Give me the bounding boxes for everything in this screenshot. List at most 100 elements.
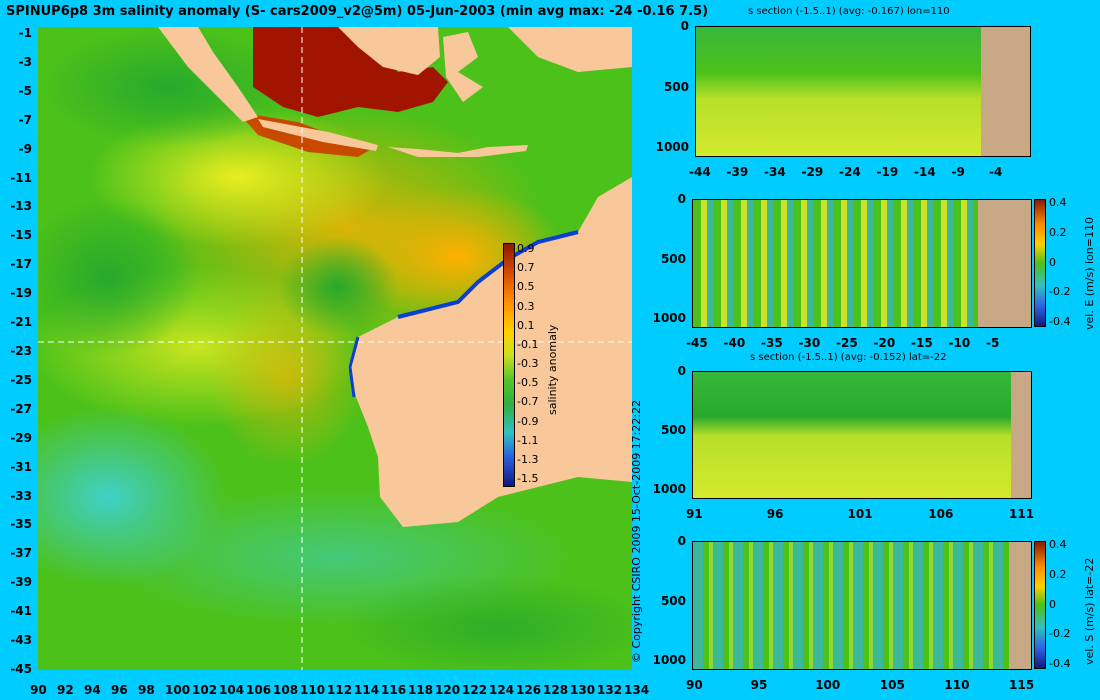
velocity-colorbar-tick: 0.2	[1049, 225, 1067, 239]
map-x-tick-label: 116	[381, 683, 407, 697]
velocity-colorbar-tick: 0	[1049, 597, 1056, 611]
section-panel-lon110-salinity[interactable]	[695, 26, 1031, 157]
map-x-tick-label: 120	[435, 683, 461, 697]
velS-colorbar	[1034, 541, 1046, 669]
panel-x-tick-label: -35	[761, 336, 783, 350]
map-y-tick-label: -7	[18, 112, 32, 127]
map-x-tick-label: 96	[111, 683, 128, 697]
map-y-tick-label: -41	[10, 604, 32, 619]
map-colorbar-tick: -1.1	[517, 433, 539, 447]
panel-y-tick-label: 1000	[652, 311, 686, 325]
panel-3-title: s section (-1.5..1) (avg: -0.152) lat=-2…	[750, 352, 947, 363]
panel-x-tick-label: -4	[989, 165, 1003, 179]
map-y-tick-label: -43	[10, 633, 32, 648]
velE-colorbar	[1034, 199, 1046, 327]
panel-x-tick-label: -40	[723, 336, 746, 350]
panel-x-tick-label: -29	[801, 165, 824, 179]
map-canvas	[38, 27, 632, 670]
panel-x-tick-label: 100	[815, 678, 841, 692]
map-x-tick-label: 130	[570, 683, 596, 697]
section-panel-lat22-salinity[interactable]	[692, 371, 1032, 499]
panel-x-tick-label: -45	[686, 336, 708, 350]
map-colorbar-tick: -0.7	[517, 395, 539, 409]
map-y-tick-label: -5	[18, 83, 32, 98]
panel-y-tick-label: 1000	[655, 140, 689, 154]
salinity-section-field	[696, 27, 981, 156]
map-y-tick-label: -1	[18, 26, 32, 40]
panel-x-tick-label: -10	[948, 336, 971, 350]
panel-x-tick-label: 101	[847, 507, 873, 521]
panel-x-tick-label: 96	[766, 507, 784, 521]
map-x-tick-label: 114	[354, 683, 380, 697]
panel-x-tick-label: -14	[914, 165, 936, 179]
map-y-tick-label: -15	[10, 228, 32, 243]
section-panel-lon110-velE[interactable]	[692, 199, 1032, 328]
panel-x-tick-label: 115	[1009, 678, 1035, 692]
panel-x-tick-label: 106	[928, 507, 954, 521]
panel-x-tick-label: -9	[951, 165, 965, 179]
panel-x-tick-label: 105	[879, 678, 905, 692]
map-y-tick-label: -9	[18, 141, 32, 156]
map-x-tick-label: 94	[84, 683, 101, 697]
map-colorbar-tick: -0.5	[517, 376, 539, 390]
map-y-tick-label: -35	[10, 517, 32, 532]
velocity-colorbar-tick: 0.2	[1049, 567, 1067, 581]
panel-y-tick-label: 500	[660, 593, 686, 608]
panel-x-tick-label: -5	[986, 336, 1000, 350]
panel-x-tick-label: -24	[839, 165, 861, 179]
panel-y-tick-label: 0	[677, 192, 686, 206]
map-y-tick-label: -31	[10, 459, 32, 474]
map-y-tick-label: -23	[10, 344, 32, 358]
map-x-tick-label: 104	[219, 683, 245, 697]
map-y-tick-label: -17	[10, 257, 32, 272]
panel-1-title: s section (-1.5..1) (avg: -0.167) lon=11…	[748, 6, 950, 17]
panel-x-tick-label: -19	[876, 165, 899, 179]
map-y-tick-label: -29	[10, 430, 32, 445]
panel-y-tick-label: 0	[680, 19, 689, 33]
panel-x-tick-label: -30	[798, 336, 821, 350]
velocity-colorbar-tick: -0.4	[1049, 315, 1071, 328]
panel-x-tick-label: 110	[944, 678, 970, 692]
map-x-tick-label: 126	[516, 683, 542, 697]
map-x-tick-label: 92	[57, 683, 74, 697]
velocity-colorbar-tick: 0	[1049, 255, 1056, 269]
map-y-tick-label: -39	[10, 575, 32, 590]
map-colorbar-tick: 0.5	[517, 280, 535, 294]
panel-y-tick-label: 1000	[652, 653, 686, 667]
map-y-tick-label: -19	[10, 286, 32, 301]
panel-y-tick-label: 0	[677, 534, 686, 548]
velocity-colorbar-tick: -0.2	[1049, 285, 1071, 299]
velE-colorbar-label: vel. E (m/s) lon=110	[1083, 217, 1096, 330]
map-colorbar-label: salinity anomaly	[546, 324, 559, 415]
map-x-tick-label: 108	[273, 683, 299, 697]
panel-x-tick-label: 91	[686, 507, 703, 521]
map-x-tick-label: 128	[543, 683, 569, 697]
map-y-tick-label: -27	[10, 401, 32, 416]
velocity-section-field	[693, 200, 978, 327]
map-y-tick-label: -21	[10, 315, 32, 330]
copyright-text: © Copyright CSIRO 2009 15-Oct-2009 17:22…	[630, 399, 643, 663]
map-colorbar-tick: -0.9	[517, 414, 539, 428]
panel-y-tick-label: 500	[663, 79, 689, 94]
map-colorbar	[503, 243, 515, 487]
map-x-tick-label: 102	[192, 683, 218, 697]
seabed-mask	[978, 200, 1031, 327]
velocity-colorbar-tick: -0.2	[1049, 627, 1071, 641]
map-x-tick-label: 118	[408, 683, 434, 697]
map-y-tick-label: -33	[10, 488, 32, 503]
map-y-tick-label: -25	[10, 372, 32, 387]
seabed-mask	[981, 27, 1030, 156]
map-colorbar-tick: -0.1	[517, 337, 539, 351]
seabed-mask	[1011, 372, 1031, 498]
salinity-map[interactable]	[38, 27, 632, 670]
salinity-section-field	[693, 372, 1011, 498]
map-y-tick-label: -37	[10, 546, 32, 561]
map-x-tick-label: 100	[165, 683, 191, 697]
map-colorbar-tick: -1.5	[517, 472, 539, 485]
map-colorbar-tick: -0.3	[517, 357, 539, 370]
velocity-colorbar-tick: -0.4	[1049, 657, 1071, 670]
map-y-tick-label: -3	[18, 54, 32, 69]
section-panel-lat22-velS[interactable]	[692, 541, 1032, 670]
panel-y-tick-label: 1000	[652, 482, 686, 496]
map-y-tick-label: -11	[10, 170, 32, 185]
